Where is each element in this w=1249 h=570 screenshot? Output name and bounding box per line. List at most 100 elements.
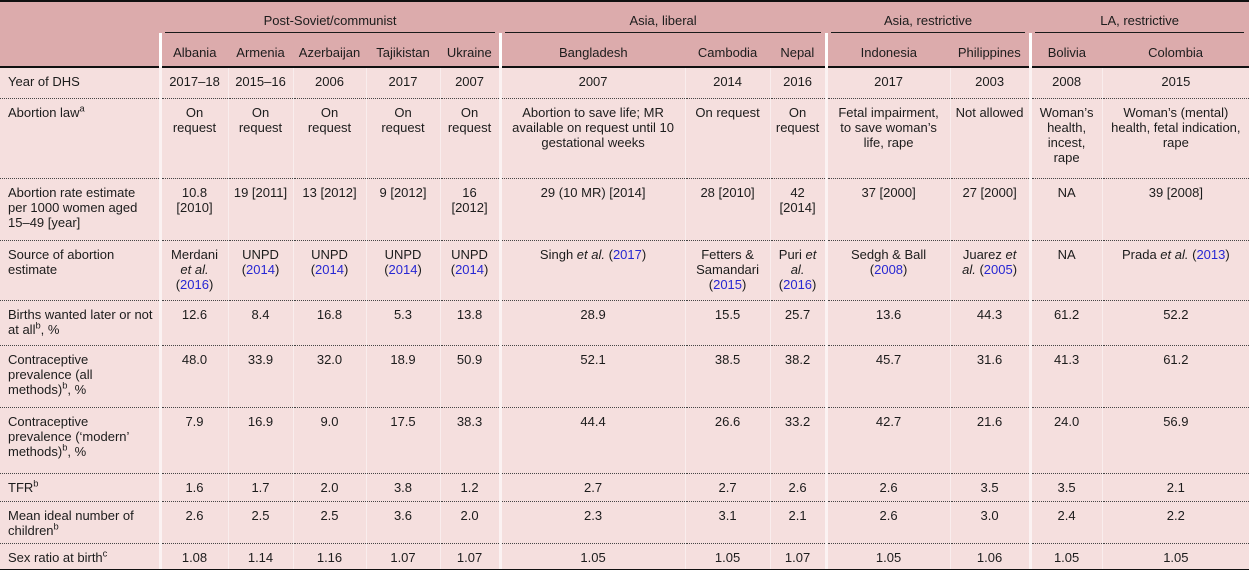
- data-cell: 25.7: [769, 300, 827, 345]
- column-group-label: Asia, liberal: [505, 10, 822, 33]
- citation-link[interactable]: 2015: [713, 277, 743, 293]
- data-cell: 2014: [684, 67, 771, 98]
- data-cell: On request: [769, 98, 827, 178]
- data-cell: 9.0: [292, 407, 366, 473]
- table-row-abortion-source: Source of abortion estimate Merdani et al…: [0, 240, 1249, 300]
- citation-link[interactable]: 2016: [783, 277, 813, 293]
- data-cell: 10.8 [2010]: [158, 178, 228, 240]
- table-row-tfr: TFRb 1.6 1.7 2.0 3.8 1.2 2.7 2.7 2.6 2.6 3.5 3.5 2.1: [0, 473, 1249, 501]
- data-cell: 2017: [824, 67, 951, 98]
- citation-link[interactable]: 2008: [874, 261, 904, 277]
- data-cell: 42.7: [824, 407, 951, 473]
- data-cell: 1.07: [439, 543, 501, 570]
- data-cell: 7.9: [158, 407, 228, 473]
- data-cell: 38.2: [769, 345, 827, 407]
- data-cell: 3.5: [949, 473, 1031, 501]
- italic-text: et al.: [790, 246, 817, 277]
- data-cell: 2003: [949, 67, 1031, 98]
- data-cell: Prada et al. (2013): [1101, 240, 1249, 300]
- data-cell: 37 [2000]: [824, 178, 951, 240]
- data-cell: 2.6: [824, 473, 951, 501]
- table-row-abortion-law: Abortion lawa On request On request On requ…: [0, 98, 1249, 178]
- data-cell: 44.4: [498, 407, 686, 473]
- data-cell: 28 [2010]: [684, 178, 771, 240]
- column-group-header: Asia, restrictive: [826, 1, 1031, 33]
- data-cell: 2.0: [439, 501, 501, 543]
- data-cell: 1.07: [769, 543, 827, 570]
- data-cell: UNPD (2014): [365, 240, 440, 300]
- data-cell: 2017: [365, 67, 440, 98]
- country-header: Bolivia: [1028, 33, 1103, 67]
- data-cell: 56.9: [1101, 407, 1249, 473]
- citation-link[interactable]: 2014: [455, 261, 484, 277]
- data-cell: 1.16: [292, 543, 366, 570]
- data-cell: 2.0: [292, 473, 366, 501]
- data-cell: 21.6: [949, 407, 1031, 473]
- data-cell: 2007: [439, 67, 501, 98]
- citation-link[interactable]: 2014: [315, 261, 344, 277]
- data-cell: Merdani et al. (2016): [158, 240, 228, 300]
- data-cell: 24.0: [1028, 407, 1103, 473]
- data-cell: 26.6: [684, 407, 771, 473]
- country-header: Bangladesh: [498, 33, 686, 67]
- data-cell: 2.1: [1101, 473, 1249, 501]
- data-cell: Fetal impairment, to save woman’s life, …: [824, 98, 951, 178]
- footnote-marker: b: [62, 442, 68, 453]
- column-group-label: Asia, restrictive: [831, 10, 1026, 33]
- row-label: Contraceptive prevalence (all methods)b,…: [0, 345, 160, 407]
- data-cell: 39 [2008]: [1101, 178, 1249, 240]
- data-cell: 2.1: [769, 501, 827, 543]
- data-cell: 2.7: [684, 473, 771, 501]
- data-cell: 45.7: [824, 345, 951, 407]
- data-cell: 52.2: [1101, 300, 1249, 345]
- italic-text: et al.: [576, 246, 605, 262]
- footnote-marker: a: [79, 103, 85, 114]
- data-cell: 13.6: [824, 300, 951, 345]
- citation-link[interactable]: 2014: [388, 261, 418, 277]
- data-cell: Singh et al. (2017): [498, 240, 686, 300]
- data-cell: 2006: [292, 67, 366, 98]
- data-cell: 2015: [1101, 67, 1249, 98]
- citation-link[interactable]: 2013: [1196, 246, 1226, 262]
- italic-text: et al.: [180, 261, 209, 277]
- footnote-marker: b: [62, 380, 68, 391]
- row-label: Year of DHS: [0, 67, 160, 98]
- data-cell: 44.3: [949, 300, 1031, 345]
- data-cell: 1.14: [227, 543, 293, 570]
- footnote-marker: c: [102, 548, 108, 559]
- data-cell: 1.06: [949, 543, 1031, 570]
- citation-link[interactable]: 2017: [612, 246, 642, 262]
- table-corner: [0, 33, 160, 67]
- data-cell: 8.4: [227, 300, 293, 345]
- data-cell: 41.3: [1028, 345, 1103, 407]
- data-cell: 50.9: [439, 345, 501, 407]
- citation-link[interactable]: 2014: [246, 261, 275, 277]
- column-group-header: LA, restrictive: [1030, 1, 1249, 33]
- footnote-marker: b: [33, 478, 39, 489]
- data-cell: 1.05: [1028, 543, 1103, 570]
- data-cell: 1.05: [824, 543, 951, 570]
- data-cell: NA: [1028, 240, 1103, 300]
- citation-link[interactable]: 2005: [983, 261, 1013, 277]
- table-corner: [0, 1, 160, 33]
- data-cell: 2.3: [498, 501, 686, 543]
- country-header: Albania: [158, 33, 228, 67]
- data-cell: 2007: [498, 67, 686, 98]
- data-cell: 2017–18: [158, 67, 228, 98]
- data-cell: 2.6: [158, 501, 228, 543]
- country-header: Armenia: [228, 33, 293, 67]
- data-cell: 1.05: [498, 543, 686, 570]
- data-cell: 48.0: [158, 345, 228, 407]
- italic-text: et al.: [962, 246, 1017, 277]
- data-cell: 2.5: [292, 501, 366, 543]
- data-cell: 16 [2012]: [439, 178, 501, 240]
- data-cell: 16.9: [227, 407, 293, 473]
- footnote-marker: b: [53, 521, 59, 532]
- row-label: TFRb: [0, 473, 160, 501]
- country-header: Azerbaijan: [293, 33, 366, 67]
- footnote-marker: b: [35, 320, 41, 331]
- data-cell: 31.6: [949, 345, 1031, 407]
- citation-link[interactable]: 2016: [180, 277, 209, 293]
- data-cell: 15.5: [684, 300, 771, 345]
